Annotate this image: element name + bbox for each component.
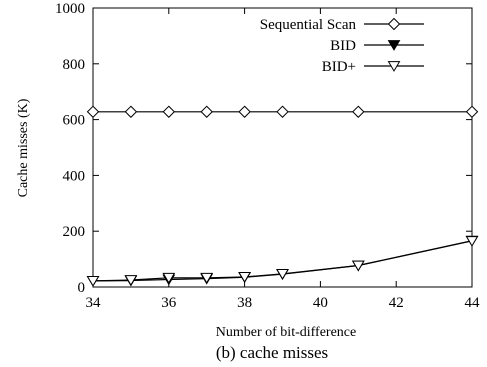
figure-caption: (b) cache misses — [216, 343, 328, 362]
x-tick-label: 42 — [389, 295, 404, 311]
legend: Sequential Scan BID BID+ — [260, 17, 424, 75]
diamond-marker — [238, 105, 251, 118]
legend-entry-1: Sequential Scan — [260, 17, 424, 33]
open-triangle-marker — [387, 61, 401, 72]
open-triangle-marker — [351, 260, 365, 272]
open-triangle-marker — [86, 275, 100, 287]
x-axis-title: Number of bit-difference — [216, 325, 356, 340]
diamond-marker — [200, 105, 213, 118]
filled-triangle-marker — [387, 40, 401, 51]
diamond-marker — [352, 105, 365, 118]
x-tick-label: 36 — [161, 295, 177, 311]
diamond-marker — [124, 105, 138, 118]
series-1 — [86, 105, 479, 118]
diamond-marker — [276, 105, 289, 118]
x-tick-label: 38 — [237, 295, 252, 311]
y-tick-label: 1000 — [55, 1, 85, 17]
diamond-marker — [465, 105, 479, 118]
y-tick-label: 200 — [63, 224, 86, 240]
open-triangle-marker — [162, 272, 176, 284]
y-axis-title: Cache misses (K) — [16, 98, 31, 197]
x-tick-label: 40 — [313, 295, 328, 311]
legend-label: BID — [330, 38, 356, 54]
legend-entry-3: BID+ — [322, 59, 424, 75]
diamond-marker — [86, 105, 100, 118]
x-tick-label: 44 — [465, 295, 481, 311]
diamond-marker — [387, 17, 401, 31]
series-3 — [86, 236, 479, 287]
plot-frame — [92, 7, 473, 288]
legend-label: BID+ — [322, 59, 356, 75]
open-triangle-marker — [124, 275, 138, 286]
axes: 34 36 38 40 42 44 0 200 400 600 800 1000 — [55, 1, 480, 311]
legend-label: Sequential Scan — [260, 17, 357, 33]
open-triangle-marker — [238, 272, 251, 283]
x-tick-label: 34 — [86, 295, 102, 311]
series-layer — [86, 105, 479, 287]
series-line — [92, 240, 473, 282]
legend-entry-2: BID — [330, 38, 424, 54]
diamond-marker — [162, 105, 176, 118]
open-triangle-marker — [200, 272, 214, 284]
y-tick-label: 0 — [78, 280, 86, 296]
open-triangle-marker — [276, 268, 289, 280]
y-tick-label: 400 — [63, 168, 86, 184]
open-triangle-marker — [465, 236, 479, 247]
y-tick-label: 800 — [63, 57, 86, 73]
y-tick-label: 600 — [63, 113, 86, 129]
